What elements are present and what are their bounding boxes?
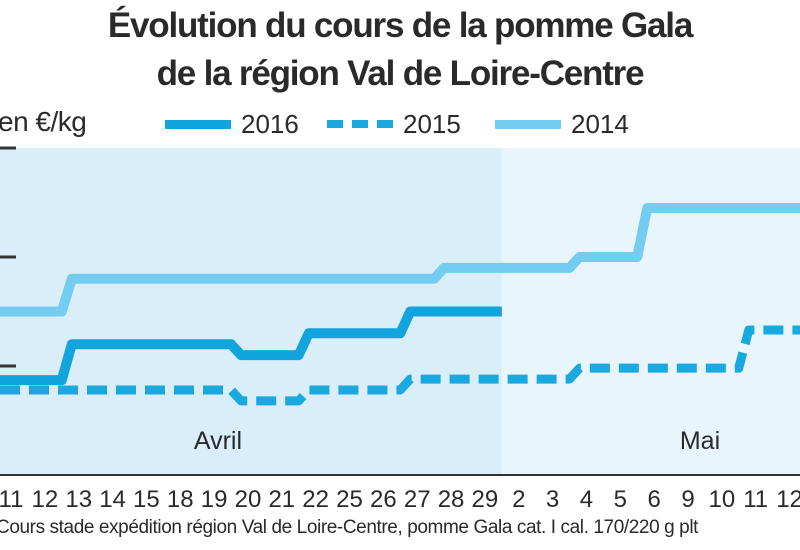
x-tick-label: 9 — [681, 486, 694, 513]
x-tick-label: 29 — [472, 486, 499, 513]
chart-title: Évolution du cours de la pomme Gala de l… — [0, 2, 800, 98]
legend-item-2016: 2016 — [165, 104, 299, 144]
x-tick-label: 12 — [776, 486, 800, 513]
period-band-mai — [501, 148, 800, 475]
legend-label-2015: 2015 — [403, 108, 461, 139]
legend-item-2014: 2014 — [495, 104, 629, 144]
chart-title-line-1: Évolution du cours de la pomme Gala — [107, 6, 693, 45]
x-tick-label: 14 — [99, 486, 126, 513]
x-tick-label: 28 — [438, 486, 465, 513]
x-tick-label: 27 — [404, 486, 431, 513]
x-tick-label: 21 — [268, 486, 295, 513]
legend-swatch-2016 — [165, 119, 231, 129]
x-tick-label: 26 — [370, 486, 397, 513]
x-tick-label: 11 — [0, 486, 23, 513]
series-line-2014 — [0, 202, 800, 317]
y-axis-unit-label: en €/kg — [0, 106, 87, 137]
footnote: Cours stade expédition région Val de Loi… — [0, 517, 699, 538]
legend-swatch-2014 — [495, 119, 561, 129]
x-tick-label: 15 — [133, 486, 160, 513]
series-line-2015 — [0, 325, 800, 406]
x-tick-label: 22 — [302, 486, 329, 513]
x-tick-label: 10 — [708, 486, 735, 513]
chart-title-line-2: de la région Val de Loire-Centre — [156, 54, 645, 93]
legend-label-2016: 2016 — [241, 108, 299, 139]
x-tick-label: 18 — [167, 486, 194, 513]
x-tick-label: 11 — [743, 486, 768, 513]
period-label-avril: Avril — [194, 427, 242, 455]
legend-label-2014: 2014 — [571, 108, 629, 139]
x-tick-label: 3 — [546, 486, 559, 513]
x-tick-label: 6 — [647, 486, 660, 513]
x-tick-label: 12 — [31, 486, 58, 513]
x-tick-label: 19 — [201, 486, 228, 513]
x-tick-label: 13 — [65, 486, 92, 513]
series-line-2016 — [0, 306, 502, 386]
legend-swatch-2015 — [327, 120, 393, 128]
x-tick-label: 20 — [235, 486, 262, 513]
legend-item-2015: 2015 — [327, 104, 461, 144]
x-tick-label: 2 — [512, 486, 525, 513]
x-tick-label: 4 — [580, 486, 593, 513]
x-tick-label: 5 — [614, 486, 627, 513]
x-tick-label: 25 — [336, 486, 363, 513]
legend: 2016 2015 2014 — [0, 104, 800, 144]
period-label-mai: Mai — [680, 427, 720, 455]
